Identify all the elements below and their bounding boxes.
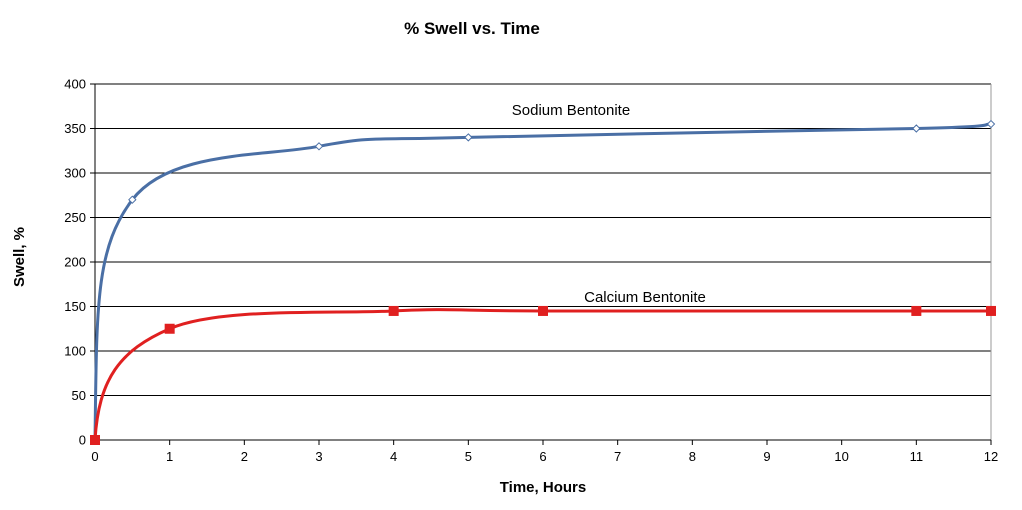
point-sodium-bentonite-1: [128, 195, 137, 204]
x-tick-label-3: 3: [315, 449, 322, 464]
x-tick-labels: 0 1 2 3 4 5 6 7 8 9 10 11 12: [91, 449, 998, 464]
x-tick-label-5: 5: [465, 449, 472, 464]
x-tick-label-12: 12: [984, 449, 998, 464]
x-tick-label-0: 0: [91, 449, 98, 464]
chart-title: % Swell vs. Time: [404, 19, 540, 38]
y-tick-label-250: 250: [64, 210, 86, 225]
point-sodium-bentonite-5: [986, 119, 996, 129]
y-tick-label-0: 0: [79, 433, 86, 448]
series-label-calcium-bentonite: Calcium Bentonite: [584, 289, 706, 306]
y-tick-label-150: 150: [64, 299, 86, 314]
point-calcium-bentonite-1: [164, 323, 175, 334]
point-calcium-bentonite-3: [538, 305, 548, 316]
series-labels: Sodium Bentonite Calcium Bentonite: [512, 102, 706, 306]
y-axis-label: Swell, %: [11, 227, 28, 287]
y-tick-label-400: 400: [64, 77, 86, 92]
y-tick-label-200: 200: [64, 255, 86, 270]
y-tick-label-100: 100: [64, 344, 86, 359]
data-series: [90, 119, 996, 445]
point-calcium-bentonite-4: [911, 305, 922, 316]
x-tick-label-7: 7: [614, 449, 621, 464]
point-sodium-bentonite-2: [314, 142, 324, 151]
axes: [90, 83, 992, 445]
x-tick-label-8: 8: [689, 449, 696, 464]
y-tick-label-300: 300: [64, 166, 86, 181]
y-tick-label-350: 350: [64, 121, 86, 136]
point-calcium-bentonite-0: [90, 435, 100, 445]
series-line-calcium-bentonite: [93, 308, 991, 441]
y-tick-label-50: 50: [72, 388, 86, 403]
x-axis-label: Time, Hours: [500, 479, 586, 496]
x-tick-label-9: 9: [763, 449, 770, 464]
point-calcium-bentonite-2: [388, 305, 399, 316]
point-sodium-bentonite-3: [464, 133, 473, 142]
x-tick-label-10: 10: [834, 449, 848, 464]
point-sodium-bentonite-4: [912, 124, 921, 133]
x-tick-label-4: 4: [390, 449, 397, 464]
x-tick-label-11: 11: [910, 449, 924, 464]
series-label-sodium-bentonite: Sodium Bentonite: [512, 102, 630, 119]
x-tick-label-6: 6: [539, 449, 546, 464]
x-tick-label-2: 2: [241, 449, 248, 464]
x-tick-label-1: 1: [166, 449, 173, 464]
y-tick-labels: 0 50 100 150 200 250 300 350 400: [64, 77, 86, 448]
point-calcium-bentonite-5: [986, 305, 996, 316]
series-line-sodium-bentonite: [93, 122, 992, 441]
